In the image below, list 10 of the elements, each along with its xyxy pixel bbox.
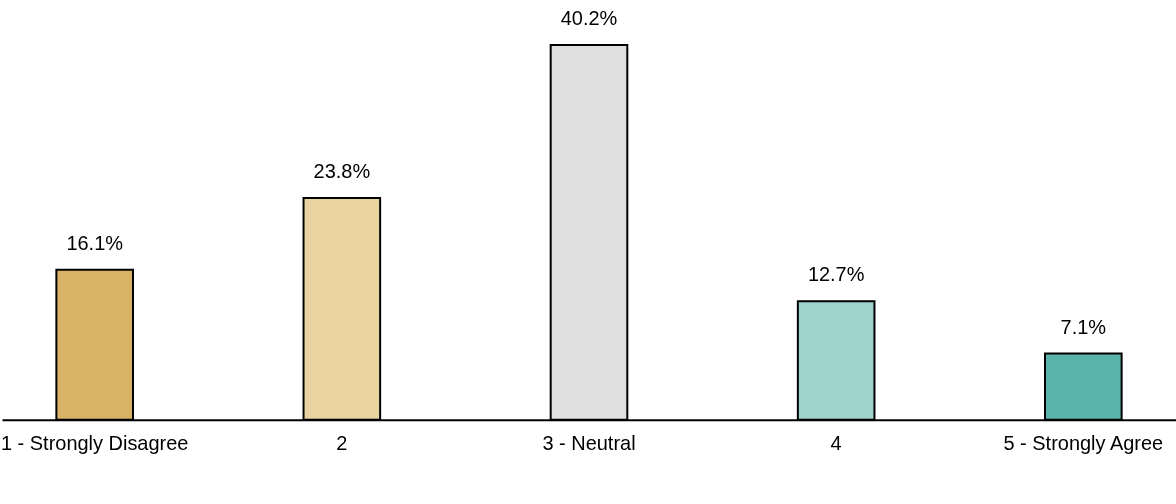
data-label: 23.8% xyxy=(313,159,371,182)
x-tick-label: 4 xyxy=(830,432,842,455)
data-label: 40.2% xyxy=(560,7,618,30)
data-label: 7.1% xyxy=(1060,315,1107,338)
x-tick-label: 5 - Strongly Agree xyxy=(1003,432,1164,455)
data-label: 12.7% xyxy=(807,263,865,286)
x-tick-label: 1 - Strongly Disagree xyxy=(0,432,189,455)
x-tick-label: 3 - Neutral xyxy=(542,432,636,455)
data-label: 16.1% xyxy=(66,231,124,254)
x-tick-label: 2 xyxy=(336,432,348,455)
